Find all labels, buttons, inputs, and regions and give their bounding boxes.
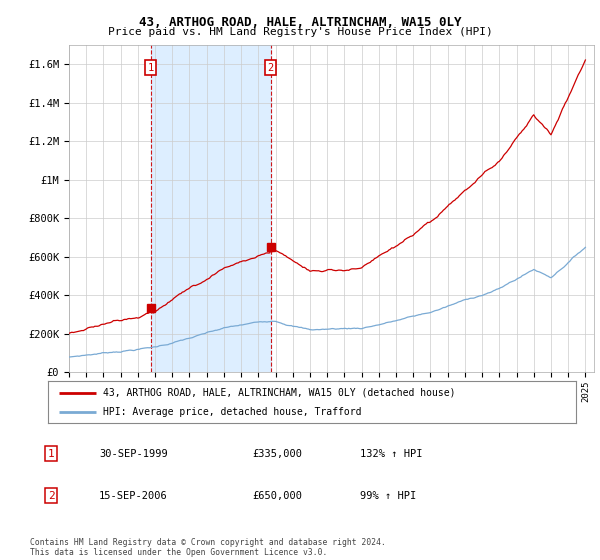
Text: 1: 1 <box>47 449 55 459</box>
Bar <box>151 45 271 372</box>
Text: Contains HM Land Registry data © Crown copyright and database right 2024.
This d: Contains HM Land Registry data © Crown c… <box>30 538 386 557</box>
Text: 2: 2 <box>268 63 274 73</box>
Text: Price paid vs. HM Land Registry's House Price Index (HPI): Price paid vs. HM Land Registry's House … <box>107 27 493 37</box>
Text: 2: 2 <box>47 491 55 501</box>
Text: 43, ARTHOG ROAD, HALE, ALTRINCHAM, WA15 0LY: 43, ARTHOG ROAD, HALE, ALTRINCHAM, WA15 … <box>139 16 461 29</box>
Text: 1: 1 <box>148 63 154 73</box>
Text: 15-SEP-2006: 15-SEP-2006 <box>99 491 168 501</box>
Text: 132% ↑ HPI: 132% ↑ HPI <box>360 449 422 459</box>
Text: HPI: Average price, detached house, Trafford: HPI: Average price, detached house, Traf… <box>103 407 362 417</box>
Text: £335,000: £335,000 <box>252 449 302 459</box>
Text: 30-SEP-1999: 30-SEP-1999 <box>99 449 168 459</box>
Text: £650,000: £650,000 <box>252 491 302 501</box>
Text: 43, ARTHOG ROAD, HALE, ALTRINCHAM, WA15 0LY (detached house): 43, ARTHOG ROAD, HALE, ALTRINCHAM, WA15 … <box>103 388 456 398</box>
Text: 99% ↑ HPI: 99% ↑ HPI <box>360 491 416 501</box>
